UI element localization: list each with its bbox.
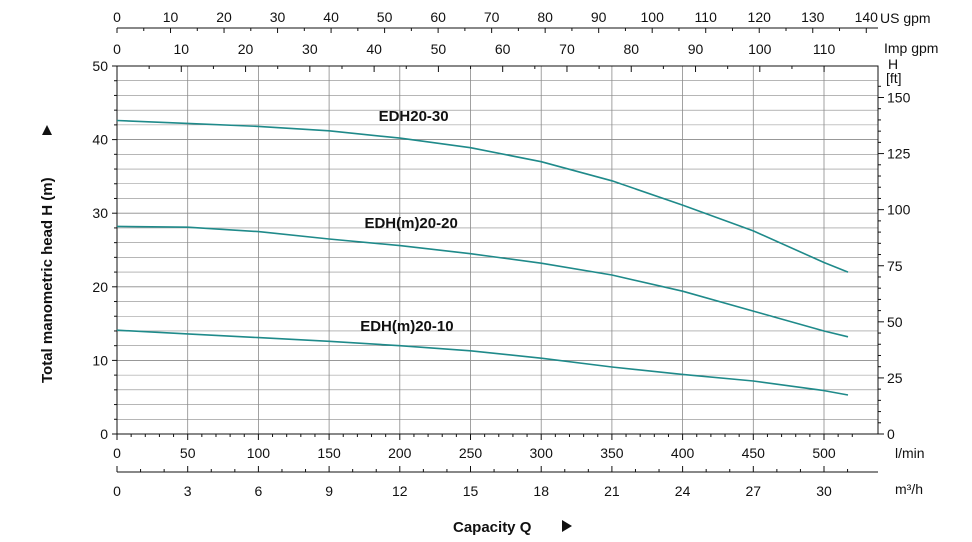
y-ft-tick-label: 0 bbox=[887, 426, 895, 442]
x-m3h-tick-label: 6 bbox=[255, 483, 263, 499]
y-tick-label: 0 bbox=[100, 426, 108, 442]
x-m3h-tick-label: 15 bbox=[463, 483, 479, 499]
y-axis-title: Total manometric head H (m) bbox=[39, 177, 56, 383]
x-unit-m3h: m³/h bbox=[895, 481, 923, 497]
x-impgpm-tick-label: 20 bbox=[238, 41, 254, 57]
series-label: EDH20-30 bbox=[379, 108, 449, 125]
x-impgpm-tick-label: 80 bbox=[623, 41, 639, 57]
curve-edh-m-20-10 bbox=[116, 329, 849, 396]
x-lmin-tick-label: 200 bbox=[388, 445, 412, 461]
x-axis-title: Capacity Q bbox=[453, 519, 532, 536]
series-label: EDH(m)20-20 bbox=[364, 215, 457, 232]
x-m3h-tick-label: 12 bbox=[392, 483, 408, 499]
x-lmin-tick-label: 250 bbox=[459, 445, 483, 461]
x-usgpm-tick-label: 130 bbox=[801, 9, 825, 25]
x-impgpm-tick-label: 50 bbox=[431, 41, 447, 57]
x-usgpm-tick-label: 0 bbox=[113, 9, 121, 25]
y-ft-tick-label: 100 bbox=[887, 202, 911, 218]
x-m3h-tick-label: 3 bbox=[184, 483, 192, 499]
x-usgpm-tick-label: 90 bbox=[591, 9, 607, 25]
y-ft-tick-label: 50 bbox=[887, 314, 903, 330]
x-impgpm-tick-label: 70 bbox=[559, 41, 575, 57]
x-usgpm-tick-label: 30 bbox=[270, 9, 286, 25]
x-usgpm-tick-label: 80 bbox=[537, 9, 553, 25]
curve-edh-m-20-20 bbox=[116, 225, 849, 338]
x-lmin-tick-label: 500 bbox=[812, 445, 836, 461]
x-usgpm-tick-label: 120 bbox=[748, 9, 772, 25]
ticks bbox=[112, 27, 884, 473]
x-lmin-tick-label: 150 bbox=[317, 445, 341, 461]
x-unit-impgpm: Imp gpm bbox=[884, 40, 938, 56]
x-impgpm-tick-label: 100 bbox=[748, 41, 772, 57]
x-m3h-tick-label: 9 bbox=[325, 483, 333, 499]
x-lmin-tick-label: 450 bbox=[742, 445, 766, 461]
plot-frame bbox=[116, 65, 879, 435]
x-m3h-tick-label: 21 bbox=[604, 483, 620, 499]
grid bbox=[117, 65, 878, 435]
y-ft-tick-label: 150 bbox=[887, 90, 911, 106]
x-impgpm-tick-label: 10 bbox=[173, 41, 189, 57]
x-m3h-tick-label: 30 bbox=[816, 483, 832, 499]
x-usgpm-tick-label: 140 bbox=[855, 9, 879, 25]
x-usgpm-tick-label: 40 bbox=[323, 9, 339, 25]
y-tick-label: 50 bbox=[92, 58, 108, 74]
y-ft-tick-label: 125 bbox=[887, 146, 911, 162]
x-usgpm-tick-label: 20 bbox=[216, 9, 232, 25]
y-ft-tick-label: 25 bbox=[887, 370, 903, 386]
x-m3h-tick-label: 24 bbox=[675, 483, 691, 499]
y-ft-tick-label: 75 bbox=[887, 258, 903, 274]
x-unit-lmin: l/min bbox=[895, 445, 925, 461]
x-lmin-tick-label: 300 bbox=[530, 445, 554, 461]
x-axis-arrow-icon bbox=[562, 520, 572, 532]
x-impgpm-tick-label: 60 bbox=[495, 41, 511, 57]
x-usgpm-tick-label: 60 bbox=[430, 9, 446, 25]
x-usgpm-tick-label: 70 bbox=[484, 9, 500, 25]
x-impgpm-tick-label: 30 bbox=[302, 41, 318, 57]
x-impgpm-tick-label: 110 bbox=[813, 41, 836, 57]
x-unit-usgpm: US gpm bbox=[880, 10, 931, 26]
y-unit-ft-top: H bbox=[888, 56, 898, 72]
x-impgpm-tick-label: 40 bbox=[366, 41, 382, 57]
x-impgpm-tick-label: 0 bbox=[113, 41, 121, 57]
x-lmin-tick-label: 50 bbox=[180, 445, 196, 461]
y-unit-ft-bottom: [ft] bbox=[886, 70, 902, 86]
y-tick-label: 20 bbox=[92, 279, 108, 295]
y-tick-label: 30 bbox=[92, 205, 108, 221]
x-m3h-tick-label: 27 bbox=[746, 483, 762, 499]
x-lmin-tick-label: 350 bbox=[600, 445, 624, 461]
y-tick-label: 10 bbox=[92, 352, 108, 368]
x-m3h-tick-label: 0 bbox=[113, 483, 121, 499]
x-usgpm-tick-label: 10 bbox=[163, 9, 179, 25]
curve-edh20-30 bbox=[116, 119, 849, 273]
x-usgpm-tick-label: 110 bbox=[695, 9, 718, 25]
y-tick-label: 40 bbox=[92, 132, 108, 148]
x-impgpm-tick-label: 90 bbox=[688, 41, 704, 57]
x-lmin-tick-label: 0 bbox=[113, 445, 121, 461]
x-lmin-tick-label: 100 bbox=[247, 445, 271, 461]
x-usgpm-tick-label: 100 bbox=[641, 9, 665, 25]
x-m3h-tick-label: 18 bbox=[533, 483, 549, 499]
series-label: EDH(m)20-10 bbox=[360, 318, 453, 335]
x-usgpm-tick-label: 50 bbox=[377, 9, 393, 25]
curves bbox=[116, 119, 849, 396]
x-lmin-tick-label: 400 bbox=[671, 445, 695, 461]
y-axis-arrow-icon bbox=[42, 125, 52, 135]
